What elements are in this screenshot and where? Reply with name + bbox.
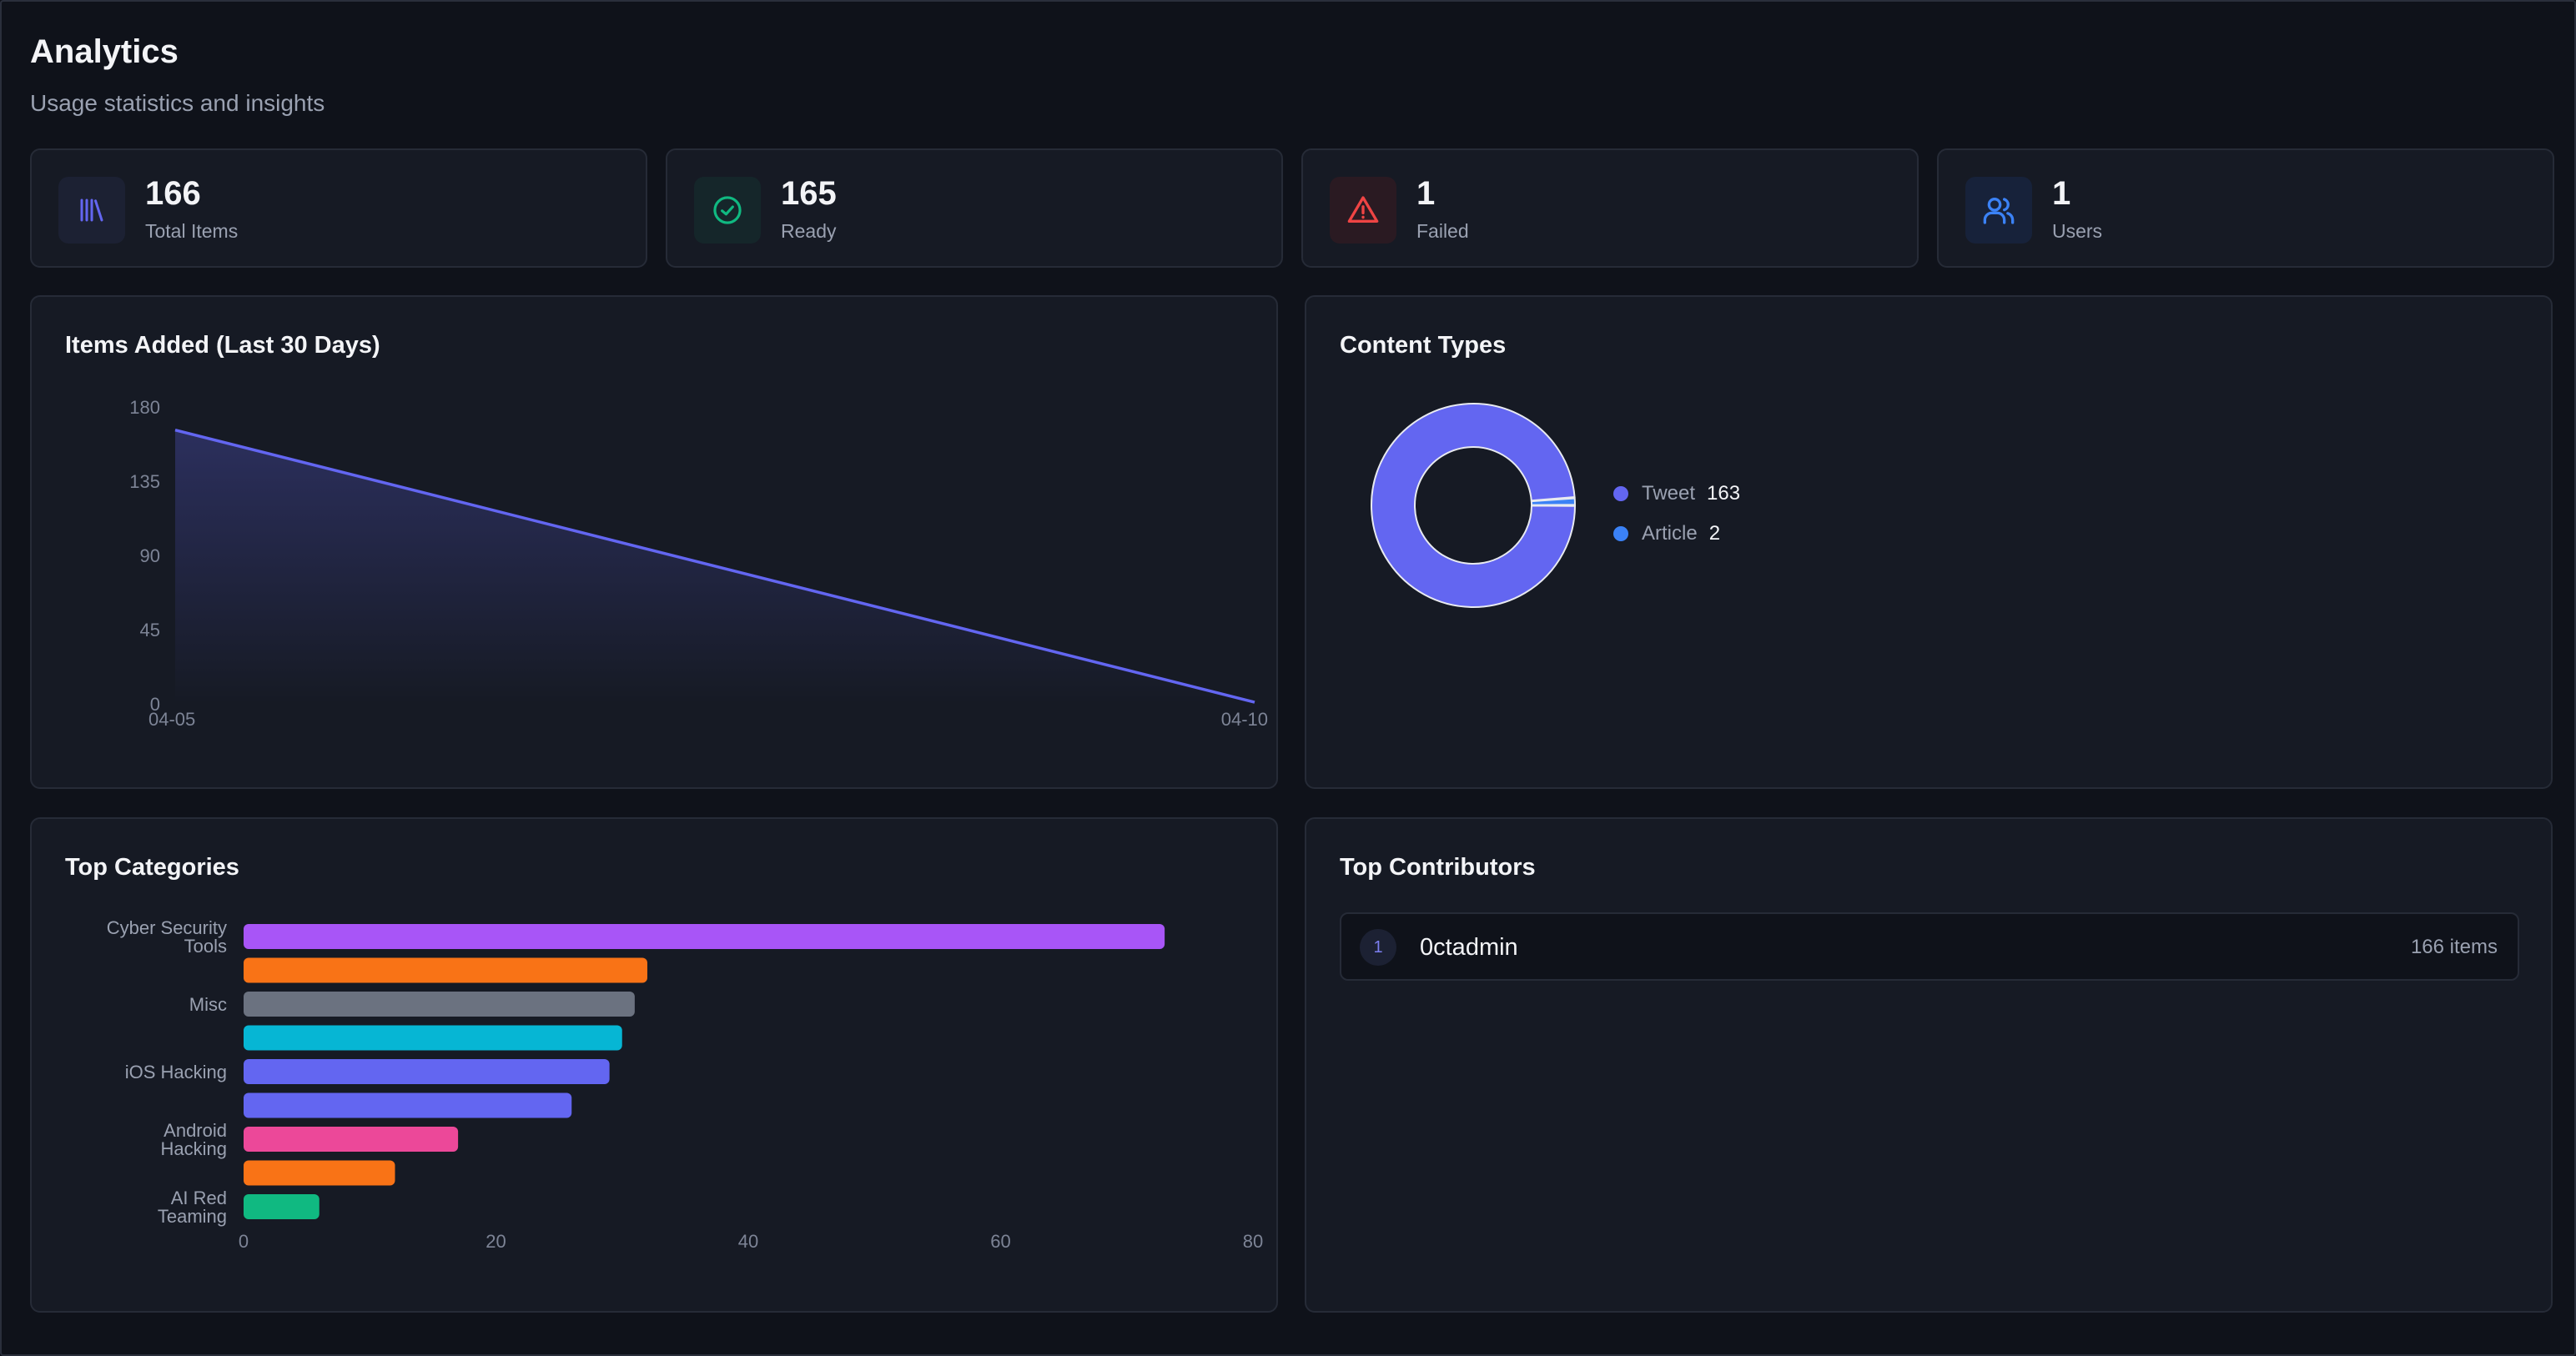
stat-label: Total Items <box>145 220 239 242</box>
x-tick-label: 0 <box>239 1231 249 1252</box>
bar <box>244 1194 319 1219</box>
bar <box>244 1025 622 1051</box>
legend-item-tweet: Tweet 163 <box>1613 474 1740 514</box>
contributor-rank: 1 <box>1360 929 1396 966</box>
contributor-row[interactable]: 1 0ctadmin 166 items <box>1340 912 2519 981</box>
legend-label: Article <box>1642 522 1698 545</box>
content-types-donut <box>1371 403 1577 609</box>
category-label: Cyber Security <box>107 917 227 938</box>
stat-value: 165 <box>781 175 837 212</box>
users-icon <box>1965 177 2032 244</box>
stat-value: 1 <box>1416 175 1436 212</box>
panel-title: Top Contributors <box>1340 854 1536 881</box>
x-tick-label: 80 <box>1243 1231 1263 1252</box>
stat-card-total-items: 166 Total Items <box>30 148 647 268</box>
line-series <box>174 428 1255 704</box>
stat-value: 1 <box>2052 175 2071 212</box>
y-tick-label: 90 <box>140 545 160 566</box>
y-tick-label: 0 <box>150 694 160 715</box>
category-label: AI Red <box>171 1188 227 1208</box>
legend-item-article: Article 2 <box>1613 514 1740 554</box>
category-label: Hacking <box>161 1138 227 1159</box>
stat-label: Ready <box>781 220 837 242</box>
bar <box>244 992 635 1017</box>
category-label: Android <box>164 1120 227 1141</box>
stat-card-ready: 165 Ready <box>666 148 1283 268</box>
legend-value: 163 <box>1707 482 1741 505</box>
bar <box>244 1127 459 1152</box>
legend-dot <box>1613 486 1628 501</box>
bar <box>244 1092 572 1118</box>
panel-title: Content Types <box>1340 332 1507 359</box>
legend-value: 2 <box>1708 522 1721 545</box>
bar <box>244 957 647 983</box>
content-types-panel: Content Types Tweet 163 Article 2 <box>1305 295 2553 789</box>
contributor-count: 166 items <box>2410 936 2498 958</box>
donut-slice-article <box>1530 497 1577 506</box>
alert-triangle-icon <box>1330 177 1396 244</box>
panel-title: Items Added (Last 30 Days) <box>65 332 380 359</box>
page-subtitle: Usage statistics and insights <box>30 90 325 116</box>
x-tick-label: 60 <box>990 1231 1010 1252</box>
panel-title: Top Categories <box>65 854 239 881</box>
x-tick-label: 20 <box>486 1231 506 1252</box>
category-label: Teaming <box>158 1206 227 1227</box>
items-added-panel: Items Added (Last 30 Days) 0 45 90 135 180 04… <box>30 295 1278 789</box>
library-icon <box>58 177 125 244</box>
donut-slice-tweet <box>1371 403 1577 609</box>
category-label: Tools <box>184 936 227 957</box>
stat-label: Users <box>2052 220 2103 242</box>
x-tick-label: 40 <box>738 1231 758 1252</box>
legend-label: Tweet <box>1642 482 1696 505</box>
bar <box>244 1160 395 1186</box>
legend-dot <box>1613 526 1628 541</box>
bar <box>244 1059 610 1084</box>
page-title: Analytics <box>30 33 179 70</box>
bar <box>244 924 1165 949</box>
top-contributors-panel: Top Contributors 1 0ctadmin 166 items <box>1305 817 2553 1313</box>
category-label: iOS Hacking <box>125 1062 227 1082</box>
category-label: Misc <box>189 994 227 1015</box>
x-tick-label: 04-05 <box>148 709 195 730</box>
stat-card-failed: 1 Failed <box>1301 148 1919 268</box>
top-categories-panel: Top Categories Cyber Security Tools Misc iO… <box>30 817 1278 1313</box>
stat-label: Failed <box>1416 220 1469 242</box>
x-tick-label: 04-10 <box>1221 709 1268 730</box>
y-tick-label: 180 <box>129 397 160 418</box>
y-tick-label: 135 <box>129 471 160 492</box>
items-added-chart: 0 45 90 135 180 04-05 04-10 <box>129 397 1268 730</box>
content-types-legend: Tweet 163 Article 2 <box>1613 474 1740 554</box>
y-tick-label: 45 <box>140 620 160 640</box>
stat-value: 166 <box>145 175 201 212</box>
stat-card-users: 1 Users <box>1937 148 2554 268</box>
check-circle-icon <box>694 177 761 244</box>
contributor-name: 0ctadmin <box>1420 934 1518 961</box>
